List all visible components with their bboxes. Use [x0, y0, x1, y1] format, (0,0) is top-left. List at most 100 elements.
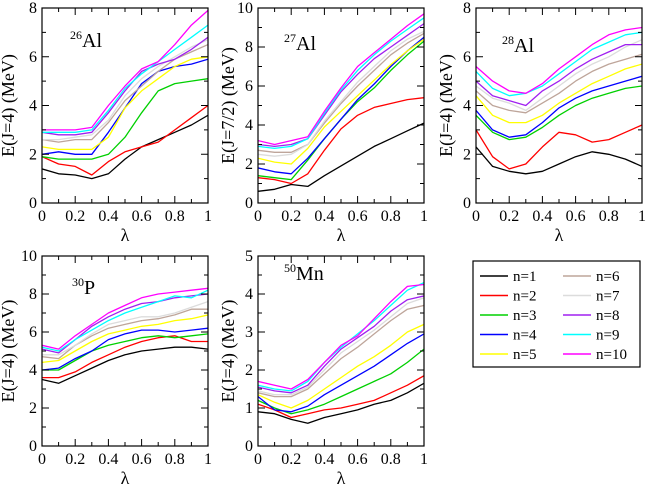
y-tick-label: 8 [463, 0, 471, 17]
series-line-n=8 [258, 23, 424, 148]
x-tick-label: 1 [204, 208, 212, 225]
series-line-n=6 [42, 308, 208, 360]
series-group [258, 282, 424, 424]
series-line-n=1 [42, 346, 208, 384]
x-tick-label: 0.8 [165, 451, 185, 468]
series-line-n=8 [476, 43, 642, 107]
series-group [258, 13, 424, 192]
series-line-n=8 [42, 293, 208, 354]
y-axis-label: E(J=7/2) (MeV) [218, 47, 239, 164]
legend-label-n=1: n=1 [513, 269, 536, 285]
plot-frame [41, 255, 209, 447]
legend-box [472, 260, 641, 368]
isotope-label: 27Al [284, 31, 316, 55]
isotope-mass: 27 [284, 31, 296, 45]
x-axis-label: λ [337, 468, 346, 488]
series-line-n=1 [42, 114, 208, 180]
isotope-mass: 50 [284, 261, 296, 275]
isotope-label: 30P [72, 275, 95, 299]
series-line-n=8 [258, 295, 424, 394]
panel-al-26: 0 0.2 0.4 0.6 0.8 1 0 2 4 6 8 λ E(J=4) (MeV) 26Al [0, 0, 212, 245]
isotope-label: 50Mn [284, 261, 324, 285]
y-tick-label: 6 [463, 49, 471, 66]
panel-al-28: 0 0.2 0.4 0.6 0.8 1 0 2 4 6 8 λ E(J=4) (MeV) 28Al [436, 0, 646, 245]
y-tick-label: 8 [29, 0, 37, 17]
legend-label-n=9: n=9 [596, 328, 619, 344]
x-tick-label: 1 [204, 451, 212, 468]
series-line-n=5 [42, 56, 208, 151]
panel-mn-50: 0 0.2 0.4 0.6 0.8 1 0 1 2 3 4 5 λ E(J=4) (MeV) 50Mn [218, 248, 428, 488]
series-line-n=3 [258, 40, 424, 181]
legend-label-n=6: n=6 [596, 269, 620, 285]
plot-frame [475, 7, 643, 204]
series-line-n=10 [42, 287, 208, 350]
series-line-n=9 [476, 31, 642, 97]
x-tick-label: 0.4 [314, 451, 334, 468]
y-tick-label: 2 [245, 362, 253, 379]
legend-label-n=7: n=7 [596, 289, 620, 305]
y-tick-label: 6 [29, 49, 37, 66]
x-tick-label: 0 [254, 451, 262, 468]
series-line-n=8 [42, 36, 208, 136]
series-line-n=9 [258, 282, 424, 392]
series-line-n=10 [42, 9, 208, 131]
isotope-mass: 30 [72, 275, 84, 289]
y-tick-label: 0 [245, 438, 253, 455]
x-tick-label: 0.6 [132, 208, 152, 225]
x-tick-label: 0.4 [98, 208, 118, 225]
series-line-n=7 [42, 39, 208, 141]
x-tick-label: 0.2 [65, 208, 85, 225]
x-tick-label: 0.6 [348, 451, 368, 468]
y-tick-label: 10 [237, 0, 253, 17]
x-axis-label: λ [121, 468, 130, 488]
series-line-n=3 [476, 85, 642, 141]
x-tick-label: 0.2 [281, 208, 301, 225]
legend-label-n=10: n=10 [596, 347, 627, 363]
isotope-mass: 26 [70, 28, 82, 42]
series-line-n=7 [476, 39, 642, 112]
y-tick-label: 4 [29, 362, 37, 379]
isotope-mass: 28 [502, 33, 514, 47]
x-tick-label: 0.2 [499, 208, 519, 225]
isotope-element: Al [296, 33, 316, 55]
y-tick-label: 10 [21, 248, 37, 265]
series-line-n=4 [258, 36, 424, 175]
y-tick-label: 4 [29, 98, 37, 115]
x-tick-label: 0.6 [348, 208, 368, 225]
y-axis-label: E(J=4) (MeV) [0, 300, 19, 403]
series-line-n=7 [258, 30, 424, 157]
x-tick-label: 0.8 [381, 208, 401, 225]
y-tick-label: 2 [463, 146, 471, 163]
isotope-label: 28Al [502, 33, 534, 57]
legend-label-n=2: n=2 [513, 289, 536, 305]
series-line-n=3 [42, 78, 208, 160]
y-tick-label: 2 [29, 146, 37, 163]
x-tick-label: 0.4 [314, 208, 334, 225]
legend-label-n=3: n=3 [513, 308, 536, 324]
x-axis-label: λ [337, 225, 346, 245]
y-tick-label: 8 [245, 39, 253, 56]
series-group [476, 26, 642, 175]
series-line-n=9 [42, 24, 208, 133]
series-line-n=6 [258, 32, 424, 153]
series-line-n=5 [476, 63, 642, 124]
series-line-n=5 [42, 314, 208, 364]
series-line-n=7 [42, 300, 208, 356]
x-tick-label: 0.2 [65, 451, 85, 468]
series-line-n=2 [258, 97, 424, 185]
isotope-element: Al [82, 30, 102, 52]
y-tick-label: 2 [29, 400, 37, 417]
y-tick-label: 6 [245, 78, 253, 95]
series-group [42, 287, 208, 384]
legend-label-n=5: n=5 [513, 347, 536, 363]
x-tick-label: 0.2 [281, 451, 301, 468]
series-line-n=1 [476, 146, 642, 175]
x-tick-label: 0.8 [599, 208, 619, 225]
y-axis-label: E(J=4) (MeV) [218, 300, 239, 403]
series-line-n=6 [476, 53, 642, 114]
x-tick-label: 1 [420, 451, 428, 468]
series-line-n=4 [42, 327, 208, 371]
